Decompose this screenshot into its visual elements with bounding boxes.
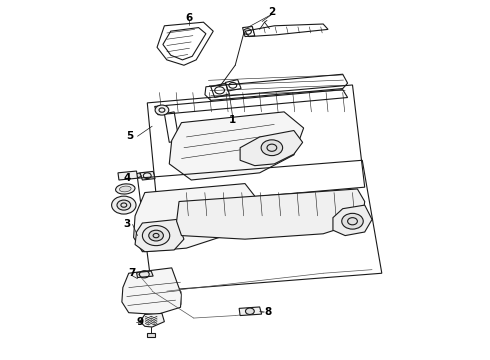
Polygon shape (135, 220, 184, 252)
Polygon shape (122, 268, 181, 315)
Polygon shape (140, 314, 164, 327)
Ellipse shape (120, 186, 131, 192)
Polygon shape (240, 131, 303, 166)
Text: 4: 4 (123, 173, 130, 183)
Text: 9: 9 (136, 317, 144, 327)
Text: 2: 2 (268, 7, 275, 17)
Polygon shape (118, 171, 138, 180)
Polygon shape (147, 333, 155, 337)
Polygon shape (169, 112, 304, 180)
Polygon shape (333, 205, 372, 235)
Text: 7: 7 (128, 267, 135, 278)
Polygon shape (140, 171, 155, 180)
Polygon shape (176, 189, 365, 239)
Circle shape (342, 213, 363, 229)
Text: 1: 1 (229, 115, 236, 125)
Circle shape (112, 196, 136, 214)
Circle shape (149, 230, 163, 241)
Polygon shape (134, 184, 255, 252)
Circle shape (245, 308, 254, 315)
Circle shape (143, 226, 170, 246)
Text: 3: 3 (123, 220, 130, 229)
Text: 5: 5 (126, 131, 134, 141)
Ellipse shape (116, 184, 135, 194)
Polygon shape (136, 173, 142, 178)
Circle shape (155, 105, 169, 115)
Text: 8: 8 (265, 307, 272, 317)
Polygon shape (239, 307, 262, 316)
Circle shape (117, 200, 131, 210)
Circle shape (261, 140, 283, 156)
Polygon shape (137, 271, 153, 278)
Text: 6: 6 (185, 13, 193, 23)
